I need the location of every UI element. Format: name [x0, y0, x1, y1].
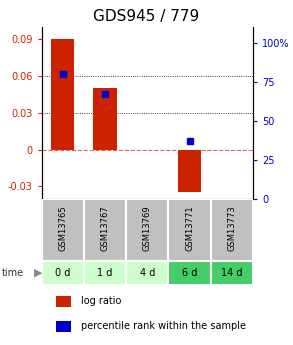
Bar	[42, 198, 84, 260]
Bar	[126, 198, 168, 260]
Text: percentile rank within the sample: percentile rank within the sample	[81, 322, 246, 332]
Text: GSM13769: GSM13769	[143, 206, 152, 251]
Bar	[84, 198, 126, 260]
Bar	[168, 260, 211, 285]
Text: GSM13767: GSM13767	[100, 205, 110, 251]
Text: time: time	[1, 268, 24, 278]
Bar	[42, 260, 84, 285]
Bar	[56, 296, 71, 307]
Text: log ratio: log ratio	[81, 296, 121, 306]
Text: ▶: ▶	[34, 268, 42, 278]
Text: 14 d: 14 d	[221, 268, 243, 278]
Text: GDS945 / 779: GDS945 / 779	[93, 9, 200, 23]
Text: 4 d: 4 d	[139, 268, 155, 278]
Bar	[126, 260, 168, 285]
Bar	[51, 39, 74, 149]
Bar	[93, 88, 117, 149]
Text: 6 d: 6 d	[182, 268, 197, 278]
Text: GSM13765: GSM13765	[58, 206, 67, 251]
Bar	[56, 321, 71, 332]
Bar	[178, 149, 201, 193]
Bar	[168, 198, 211, 260]
Text: GSM13773: GSM13773	[227, 205, 236, 251]
Bar	[211, 198, 253, 260]
Text: 1 d: 1 d	[97, 268, 113, 278]
Text: 0 d: 0 d	[55, 268, 70, 278]
Bar	[84, 260, 126, 285]
Bar	[211, 260, 253, 285]
Text: GSM13771: GSM13771	[185, 206, 194, 251]
